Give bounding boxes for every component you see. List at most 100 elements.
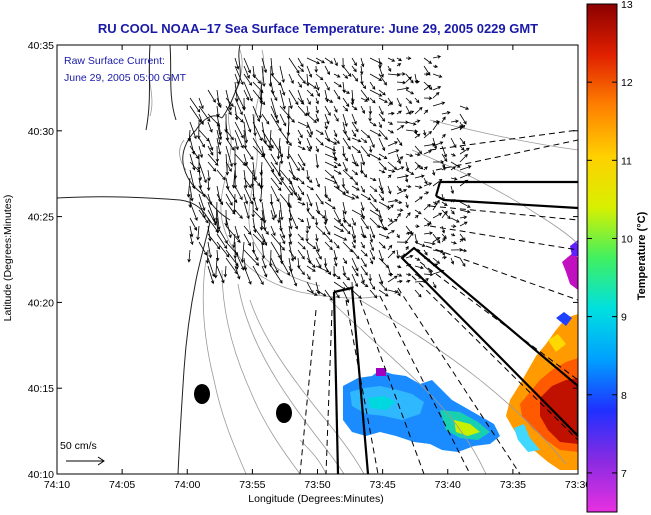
current-vector <box>288 209 298 230</box>
x-tick-label: 73:30 <box>565 479 591 491</box>
current-vector <box>306 193 313 207</box>
current-vector <box>207 225 212 242</box>
current-vector <box>405 89 415 95</box>
current-vector <box>405 263 412 267</box>
current-vector <box>351 73 359 82</box>
current-vector <box>432 160 445 164</box>
current-vector <box>297 105 308 117</box>
y-ticks: 40:35 40:30 40:25 40:20 40:15 40:10 <box>28 40 578 481</box>
current-vector <box>441 225 446 234</box>
current-vector <box>297 153 306 167</box>
current-vector <box>369 81 376 90</box>
current-vector <box>306 217 311 230</box>
current-vector <box>450 199 456 203</box>
current-vector <box>405 212 411 219</box>
current-vector <box>423 265 433 273</box>
current-vector <box>216 241 230 258</box>
y-tick-label: 40:35 <box>28 40 54 52</box>
current-vector <box>414 289 422 298</box>
colorbar-tick-label: 13 <box>621 0 633 11</box>
current-vector <box>205 249 210 264</box>
current-vector <box>459 221 468 227</box>
current-vector <box>459 137 466 145</box>
current-vector <box>198 97 204 110</box>
current-vector <box>342 65 352 77</box>
current-vector <box>441 193 445 202</box>
current-vector <box>297 249 305 260</box>
current-vector <box>225 129 234 141</box>
current-vector <box>315 89 320 97</box>
current-vector <box>450 224 457 228</box>
current-vector <box>405 245 409 251</box>
current-vector <box>261 129 274 149</box>
current-vector <box>450 166 456 171</box>
current-vector <box>423 257 432 262</box>
current-vector <box>288 241 295 262</box>
current-vector <box>387 101 393 107</box>
current-vector <box>279 129 292 147</box>
current-vector <box>306 57 321 65</box>
current-vector <box>459 124 466 131</box>
current-vector <box>423 231 434 235</box>
current-vector <box>315 113 320 123</box>
sst-patch-offshore-yellow <box>548 334 566 352</box>
current-vector <box>261 225 269 235</box>
current-vector <box>369 73 383 81</box>
current-vector <box>243 145 254 161</box>
current-vector <box>279 105 295 123</box>
current-vector <box>414 119 421 123</box>
current-vector <box>306 129 312 138</box>
current-vector <box>324 81 330 91</box>
current-vector <box>387 230 395 235</box>
current-vector <box>243 57 251 74</box>
current-vector <box>207 233 221 250</box>
current-vector <box>261 257 267 269</box>
current-vector <box>261 113 270 125</box>
current-vector <box>414 164 421 171</box>
colorbar-ticks: 13 12 11 10 9 8 7 <box>587 0 633 480</box>
current-vector <box>423 57 433 64</box>
map-layer <box>57 45 578 474</box>
current-vector <box>234 249 245 271</box>
current-vector <box>306 209 315 220</box>
current-vector <box>369 281 376 290</box>
current-vector <box>396 185 402 192</box>
current-vector <box>387 174 392 179</box>
current-vector <box>351 137 362 143</box>
current-vector <box>360 169 368 178</box>
current-vector <box>270 89 278 102</box>
current-vector <box>396 273 403 277</box>
current-vector <box>413 129 418 135</box>
current-vector <box>423 277 429 283</box>
current-vector <box>207 121 213 133</box>
current-vector <box>459 173 472 179</box>
x-tick-label: 74:00 <box>174 479 200 491</box>
current-vector <box>450 177 458 181</box>
current-vector <box>459 257 466 267</box>
current-vector <box>306 137 313 150</box>
current-vector <box>441 153 448 162</box>
current-vector <box>207 241 213 259</box>
current-vector <box>351 249 360 260</box>
current-vector <box>441 167 447 171</box>
x-tick-label: 73:45 <box>369 479 395 491</box>
current-vector <box>432 64 439 69</box>
current-vector <box>297 129 303 139</box>
current-vector <box>198 137 205 148</box>
current-vector <box>277 161 282 177</box>
current-vector <box>306 289 318 296</box>
current-vector <box>243 121 249 144</box>
current-vector <box>261 265 268 278</box>
current-vector <box>459 179 469 187</box>
current-vector <box>279 257 290 276</box>
current-vector <box>369 153 382 161</box>
current-vector <box>315 249 322 260</box>
current-vector <box>207 209 217 226</box>
colorbar-tick-label: 12 <box>621 77 633 89</box>
current-vector <box>306 177 313 183</box>
current-vector <box>259 217 264 231</box>
current-vector <box>387 289 399 294</box>
current-vector <box>333 289 340 299</box>
current-vector <box>368 273 373 282</box>
x-tick-label: 74:10 <box>44 479 70 491</box>
